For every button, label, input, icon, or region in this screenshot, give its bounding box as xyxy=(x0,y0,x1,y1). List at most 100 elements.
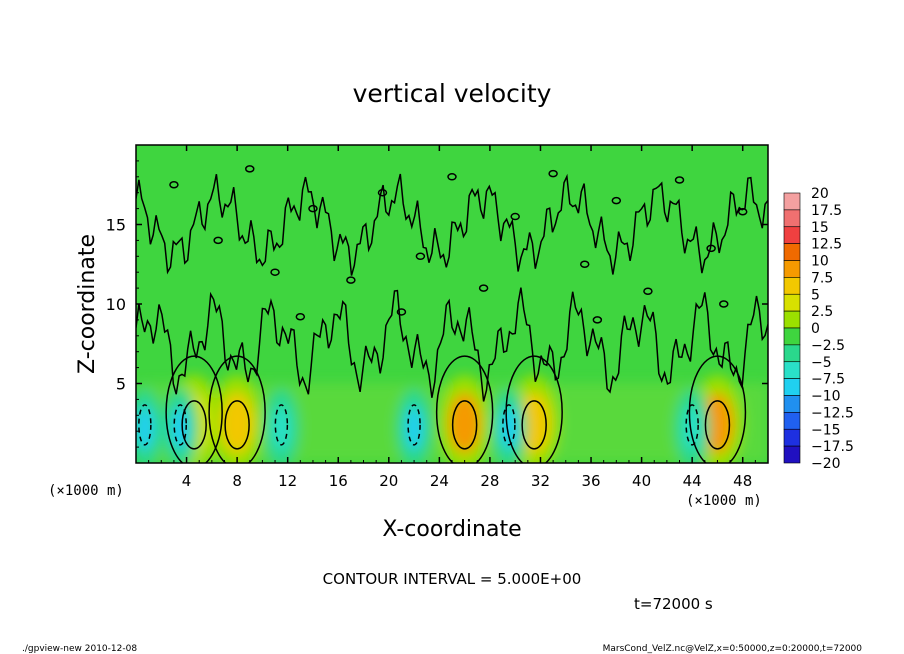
updraft-contour-inner xyxy=(224,400,250,450)
colorbar-label: −20 xyxy=(811,456,841,472)
small-contour xyxy=(415,252,426,261)
colorbar-segment xyxy=(783,293,801,312)
x-tick-label: 28 xyxy=(480,472,499,490)
colorbar-label: 12.5 xyxy=(811,237,842,253)
colorbar-label: −5 xyxy=(811,355,832,371)
colorbar-segment xyxy=(783,327,801,346)
updraft-core xyxy=(221,393,254,454)
small-contour xyxy=(346,276,356,284)
small-contour xyxy=(396,308,407,316)
colorbar-label: −15 xyxy=(811,422,841,438)
x-tick-label: 36 xyxy=(581,472,600,490)
small-contour xyxy=(719,300,729,308)
colorbar-label: 20 xyxy=(811,186,829,202)
small-contour xyxy=(295,312,306,321)
x-tick-label: 24 xyxy=(430,472,449,490)
updraft-core xyxy=(448,393,481,454)
updraft-contour-outer xyxy=(505,355,563,463)
small-contour xyxy=(169,181,179,189)
colorbar-segment xyxy=(783,428,801,447)
downdraft-contour xyxy=(685,404,699,446)
small-contour xyxy=(245,165,255,173)
updraft-contour-inner xyxy=(704,400,731,450)
colorbar-segment xyxy=(783,192,801,211)
small-contour xyxy=(447,173,457,181)
x-unit-left: (×1000 m) xyxy=(48,483,124,499)
y-tick-label: 10 xyxy=(106,295,126,314)
colorbar-segment xyxy=(783,361,801,379)
footer-left: ./gpview-new 2010-12-08 xyxy=(22,644,137,654)
colorbar-label: −10 xyxy=(811,389,841,405)
y-tick-label: 5 xyxy=(116,375,126,394)
updraft-contour-outer xyxy=(165,355,223,463)
colorbar-label: 10 xyxy=(811,254,829,270)
colorbar-label: 15 xyxy=(811,220,829,236)
small-contour xyxy=(592,316,603,324)
footer-right: MarsCond_VelZ.nc@VelZ,x=0:50000,z=0:2000… xyxy=(603,644,863,654)
colorbar-segment xyxy=(783,344,801,363)
chart-title: vertical velocity xyxy=(353,79,552,108)
small-contour xyxy=(510,212,520,221)
updraft-contour-inner xyxy=(521,400,547,450)
small-contour xyxy=(308,204,318,213)
colorbar: 2017.51512.5107.552.50−2.5−5−7.5−10−12.5… xyxy=(783,186,854,472)
colorbar-segment xyxy=(783,310,801,329)
x-tick-label: 16 xyxy=(329,472,348,490)
x-tick-label: 4 xyxy=(182,472,192,490)
small-contour xyxy=(270,268,280,276)
small-contour xyxy=(737,208,748,216)
small-contour xyxy=(611,196,622,205)
colorbar-segment xyxy=(783,209,801,228)
x-tick-label: 32 xyxy=(531,472,550,490)
updraft-contour-inner xyxy=(451,400,478,450)
y-tick-label: 15 xyxy=(106,216,126,235)
updraft-contour-inner xyxy=(181,400,207,450)
x-tick-label: 12 xyxy=(278,472,297,490)
small-contour xyxy=(579,260,590,268)
y-axis-label: Z-coordinate xyxy=(75,234,100,374)
colorbar-segment xyxy=(783,277,801,295)
small-contour xyxy=(674,176,685,184)
colorbar-label: −17.5 xyxy=(811,439,854,455)
colorbar-label: −7.5 xyxy=(811,372,845,388)
small-contour xyxy=(706,244,716,253)
small-contour xyxy=(643,287,653,296)
small-contour xyxy=(213,236,223,245)
x-axis-label: X-coordinate xyxy=(382,517,521,542)
updraft-contour-outer xyxy=(688,355,747,463)
zero-contour xyxy=(136,287,768,402)
downdraft-contour xyxy=(274,404,289,446)
x-unit-right: (×1000 m) xyxy=(686,493,762,509)
time-label: t=72000 s xyxy=(634,595,713,613)
small-contour xyxy=(548,169,558,178)
downdraft-contour xyxy=(407,404,421,446)
colorbar-segment xyxy=(783,226,801,244)
x-tick-label: 8 xyxy=(232,472,242,490)
colorbar-segment xyxy=(783,445,801,464)
updraft-contour-outer xyxy=(208,355,266,463)
x-tick-label: 48 xyxy=(733,472,752,490)
colorbar-label: 0 xyxy=(811,321,820,337)
small-contour xyxy=(377,188,388,197)
colorbar-segment xyxy=(783,378,801,396)
downdraft-contour xyxy=(173,404,187,446)
colorbar-segment xyxy=(783,412,801,430)
colorbar-label: 7.5 xyxy=(811,270,833,286)
downdraft-contour xyxy=(138,404,152,446)
colorbar-segment xyxy=(783,243,801,261)
colorbar-label: 2.5 xyxy=(811,304,833,320)
x-tick-label: 40 xyxy=(632,472,651,490)
upper-contour xyxy=(136,173,768,276)
updraft-contour-outer xyxy=(435,355,494,463)
colorbar-segment xyxy=(783,260,801,278)
contour-interval-label: CONTOUR INTERVAL = 5.000E+00 xyxy=(323,570,582,588)
downdraft-contour xyxy=(502,404,516,446)
colorbar-segment xyxy=(783,395,801,413)
colorbar-label: −2.5 xyxy=(811,338,845,354)
x-tick-label: 44 xyxy=(683,472,702,490)
colorbar-label: 5 xyxy=(811,287,820,303)
x-tick-label: 20 xyxy=(379,472,398,490)
colorbar-label: 17.5 xyxy=(811,203,842,219)
plot-area xyxy=(135,144,769,464)
